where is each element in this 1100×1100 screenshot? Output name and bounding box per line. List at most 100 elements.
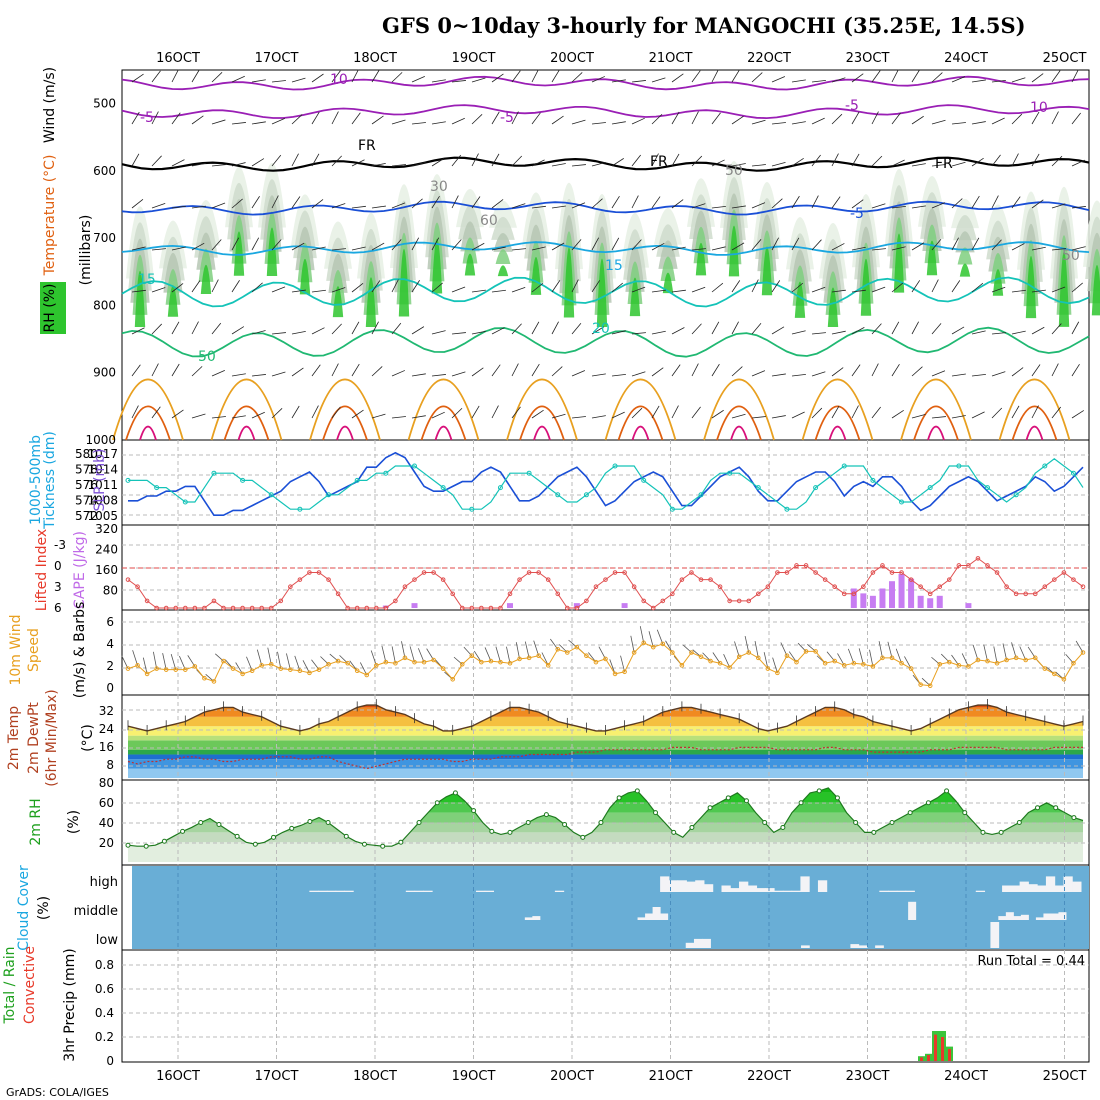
cape-bar [573,603,580,608]
wind-barb [471,196,481,209]
wind-barb [1031,364,1041,377]
wind-barb [211,416,226,419]
wind-barb [871,70,881,83]
wind-barb [811,195,819,209]
cloud-bar-low [850,944,860,948]
wind-barb [971,121,986,125]
wind-barb [871,111,879,125]
isotherm-25 [900,378,972,441]
wind-barb [1051,286,1066,293]
li-point [1042,584,1048,590]
wind-speed-point [288,667,293,672]
wind-barb-10m [598,646,606,660]
wind-barb [391,72,403,83]
wind-speed-point [870,664,876,669]
wind-barb [711,321,720,335]
top-date-tick: 22OCT [747,51,791,66]
wind-barb [831,330,846,335]
li-point [794,563,799,568]
li-point [526,570,532,575]
li-point [374,605,379,611]
wind-barb [431,237,440,251]
precip-conv-bar [920,1057,923,1061]
top-date-tick: 24OCT [944,51,988,66]
wind-barb [851,111,860,125]
li-point [288,584,293,590]
wind-barb-10m [417,648,425,663]
wind-barb [431,282,443,293]
wind-barb [631,195,639,209]
wind-barb-10m [370,650,377,666]
wind-barb [851,289,866,293]
rh-point [962,810,968,816]
wind-barb [1031,111,1040,125]
label-rh-pct: (%) [66,810,82,834]
wind-barb [251,282,263,293]
cloud-bar-high [309,890,319,892]
wind-barb-10m [639,626,645,643]
wind-barb [591,373,606,377]
cape-tick: 320 [95,522,118,536]
wind-barb-10m [780,642,788,656]
precip-panel [121,949,1090,1063]
wind-barb [431,411,445,419]
cloud-bar-high [975,890,986,892]
li-point [259,605,265,611]
wind-barb [491,199,504,209]
wind-barb [671,327,685,335]
wind-barb-10m [1019,646,1027,661]
wind-barb [1051,70,1061,83]
wind-speed-point [383,659,389,665]
wind-speed-point [326,661,331,667]
rh-point [380,843,386,849]
isotherm-35 [237,425,256,441]
label-degc: (°C) [80,724,96,752]
temp-tick: 32 [99,704,114,718]
wind-barb-10m [162,653,167,670]
li-point [249,605,255,611]
wind-speed-point [297,668,303,674]
thickness-point [841,463,847,469]
wind-barb [991,239,1002,251]
rh-legend-swatch [40,282,66,334]
li-tick: 6 [54,601,62,615]
wind-barb [451,332,466,335]
label-cloud-pct: (%) [36,896,52,920]
cloud-bar-high [484,890,495,892]
wind-barb [931,323,942,335]
wind-barb [971,373,986,377]
wind-speed-point [660,641,666,647]
top-date-tick: 19OCT [452,51,496,66]
wind-speed-point [545,663,551,668]
precip-conv-bar [934,1034,937,1061]
rh-point [1053,805,1059,811]
wind-speed-point [154,666,159,671]
wind-barb [791,157,804,167]
wind-barb [1031,73,1044,83]
wind-barb [671,246,686,251]
wind-barb [151,363,159,377]
wind-barb [451,195,459,209]
wind-speed-point [1052,671,1057,677]
rh-point [161,838,167,844]
isotherm-35 [828,425,847,441]
wind-barb [211,239,222,251]
li-point [679,577,685,582]
wind-speed-point [698,654,704,660]
wind-barb [731,242,745,251]
wind-barb [211,322,222,335]
wind-barb [911,321,920,335]
wind-barb [751,119,766,125]
wind-barb [791,411,805,419]
isotherm-35 [139,425,157,441]
wind-barb [491,153,500,167]
wind-barb [831,405,840,419]
rh-point [289,825,295,831]
wind-barb [891,321,900,335]
wind-speed-point [1042,666,1048,671]
li-point [307,570,312,575]
li-point [488,605,494,611]
wind-barb [391,370,406,377]
wind-barb [331,203,346,209]
wind-barb [311,246,326,251]
